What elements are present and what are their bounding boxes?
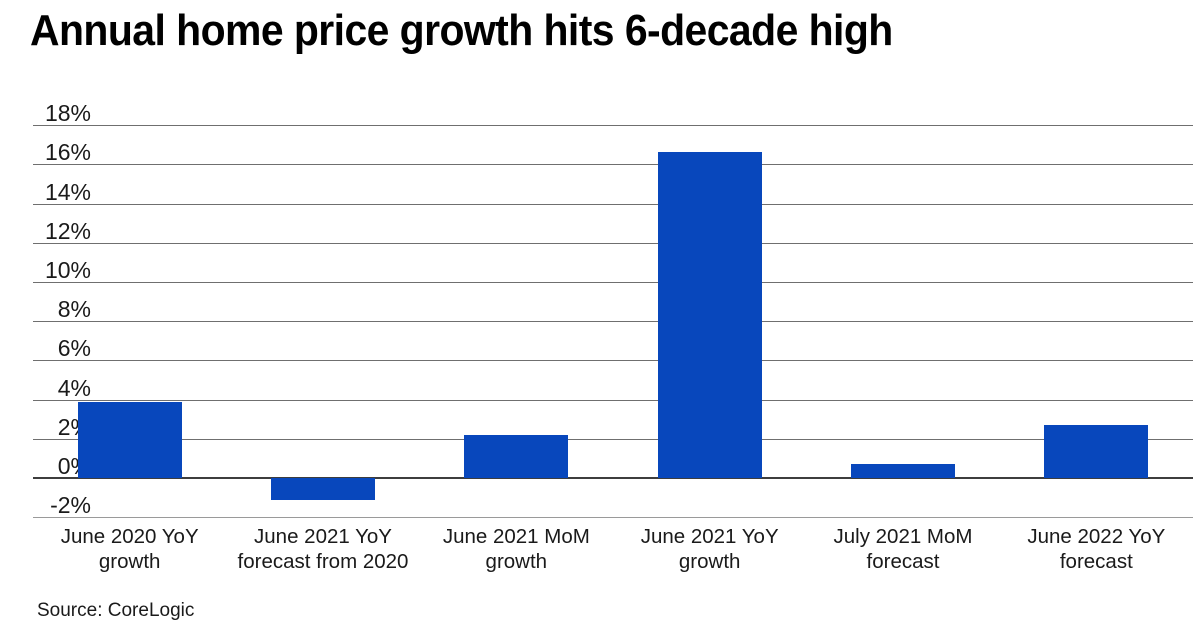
y-axis-tick-label: 4% <box>57 374 91 401</box>
x-axis-category-label: June 2021 MoM growth <box>442 525 590 573</box>
gridline <box>33 321 1193 323</box>
y-axis-tick-label: 8% <box>57 296 91 323</box>
gridline <box>33 125 1193 127</box>
y-axis-tick-label: 6% <box>57 335 91 362</box>
x-axis-category-label: June 2021 YoY forecast from 2020 <box>237 525 409 573</box>
y-axis-tick-label: 10% <box>44 257 91 283</box>
bar <box>1044 425 1148 478</box>
y-axis-tick-label: -2% <box>50 492 91 519</box>
page-title: Annual home price growth hits 6-decade h… <box>30 6 893 55</box>
axis-bottom-line <box>33 517 1193 518</box>
source-note: Source: CoreLogic <box>37 600 195 621</box>
gridline <box>33 399 1193 401</box>
gridline <box>33 242 1193 244</box>
gridline <box>33 360 1193 362</box>
zero-baseline <box>33 477 1193 479</box>
bar <box>464 434 568 478</box>
gridline <box>33 203 1193 205</box>
bar <box>78 401 182 478</box>
y-axis-tick-label: 12% <box>44 217 91 244</box>
bar <box>851 464 955 478</box>
y-axis-tick-label: 16% <box>44 139 91 166</box>
y-axis-tick-label: 14% <box>44 178 91 205</box>
gridline <box>33 282 1193 283</box>
x-axis-category-label: June 2020 YoY growth <box>60 525 199 573</box>
bar <box>658 151 762 478</box>
gridline <box>33 438 1193 440</box>
bar <box>271 478 375 500</box>
gridline <box>33 164 1193 166</box>
x-axis-category-label: June 2021 YoY growth <box>640 525 779 573</box>
x-axis-category-label: July 2021 MoM forecast <box>833 525 973 573</box>
x-axis-category-label: June 2022 YoY forecast <box>1027 525 1166 573</box>
y-axis-tick-label: 18% <box>44 100 91 127</box>
